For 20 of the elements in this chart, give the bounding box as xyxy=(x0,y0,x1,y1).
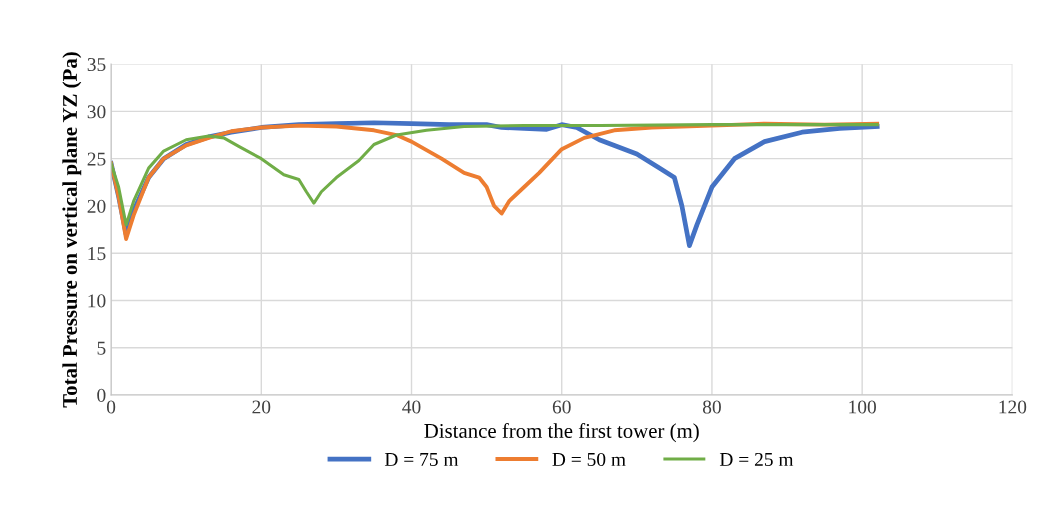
y-tick-label: 35 xyxy=(87,58,106,72)
x-tick-label: 40 xyxy=(402,400,421,414)
x-tick-label: 60 xyxy=(552,400,571,414)
legend-label: D = 25 m xyxy=(719,452,794,467)
y-tick-label: 0 xyxy=(97,388,106,402)
x-tick-label: 120 xyxy=(999,400,1027,414)
y-axis-title: Total Pressure on vertical plane YZ (Pa) xyxy=(62,52,82,408)
x-tick-label: 0 xyxy=(106,400,116,414)
y-tick-label: 25 xyxy=(87,152,106,166)
legend-label: D = 50 m xyxy=(552,452,626,467)
y-tick-label: 5 xyxy=(97,341,106,355)
legend-label: D = 75 m xyxy=(384,453,459,467)
x-axis-title: Distance from the first tower (m) xyxy=(424,423,699,443)
y-tick-label: 15 xyxy=(88,247,106,261)
y-tick-label: 20 xyxy=(87,199,106,213)
x-tick-label: 80 xyxy=(702,400,721,414)
y-tick-label: 10 xyxy=(88,294,106,308)
x-tick-label: 20 xyxy=(252,400,271,414)
y-tick-label: 30 xyxy=(87,105,106,119)
x-tick-label: 100 xyxy=(849,400,876,414)
